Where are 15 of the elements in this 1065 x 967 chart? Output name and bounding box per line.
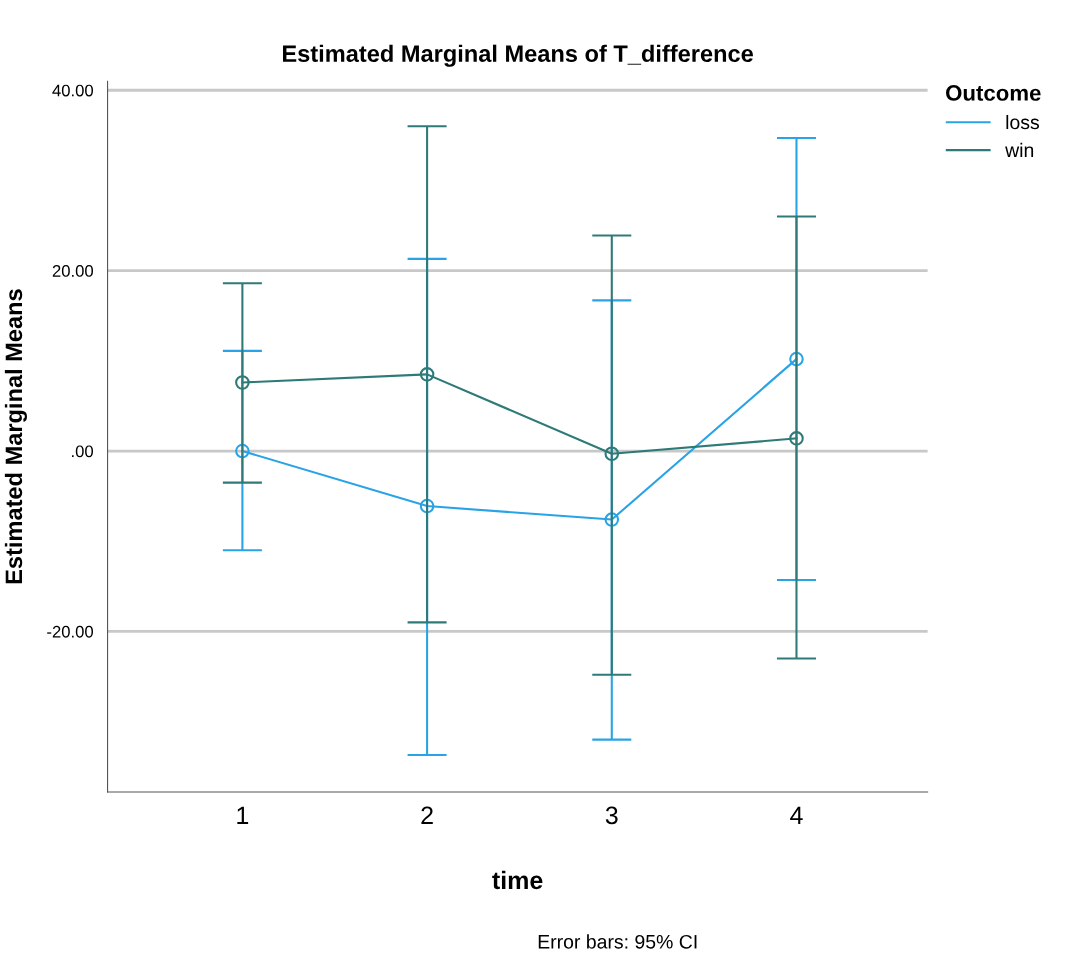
chart-title: Estimated Marginal Means of T_difference — [283, 44, 753, 67]
y-tick-label: 40.00 — [52, 84, 94, 97]
legend-title: Outcome — [946, 85, 1041, 101]
x-tick-label: 1 — [237, 806, 249, 824]
text: Error bars: 95% CI — [538, 934, 697, 949]
y-tick-label: 20.00 — [52, 265, 94, 277]
legend-label: loss — [1006, 114, 1040, 130]
x-tick-label: 3 — [605, 806, 618, 825]
x-axis-title: time — [492, 870, 543, 890]
y-axis-title: Estimated Marginal Means — [4, 289, 27, 584]
y-tick-label: -20.00 — [47, 625, 94, 638]
y-tick-label: .00 — [72, 445, 94, 458]
legend-label: win — [1005, 142, 1034, 157]
x-tick-label: 2 — [421, 806, 433, 824]
x-tick-label: 4 — [790, 806, 803, 824]
